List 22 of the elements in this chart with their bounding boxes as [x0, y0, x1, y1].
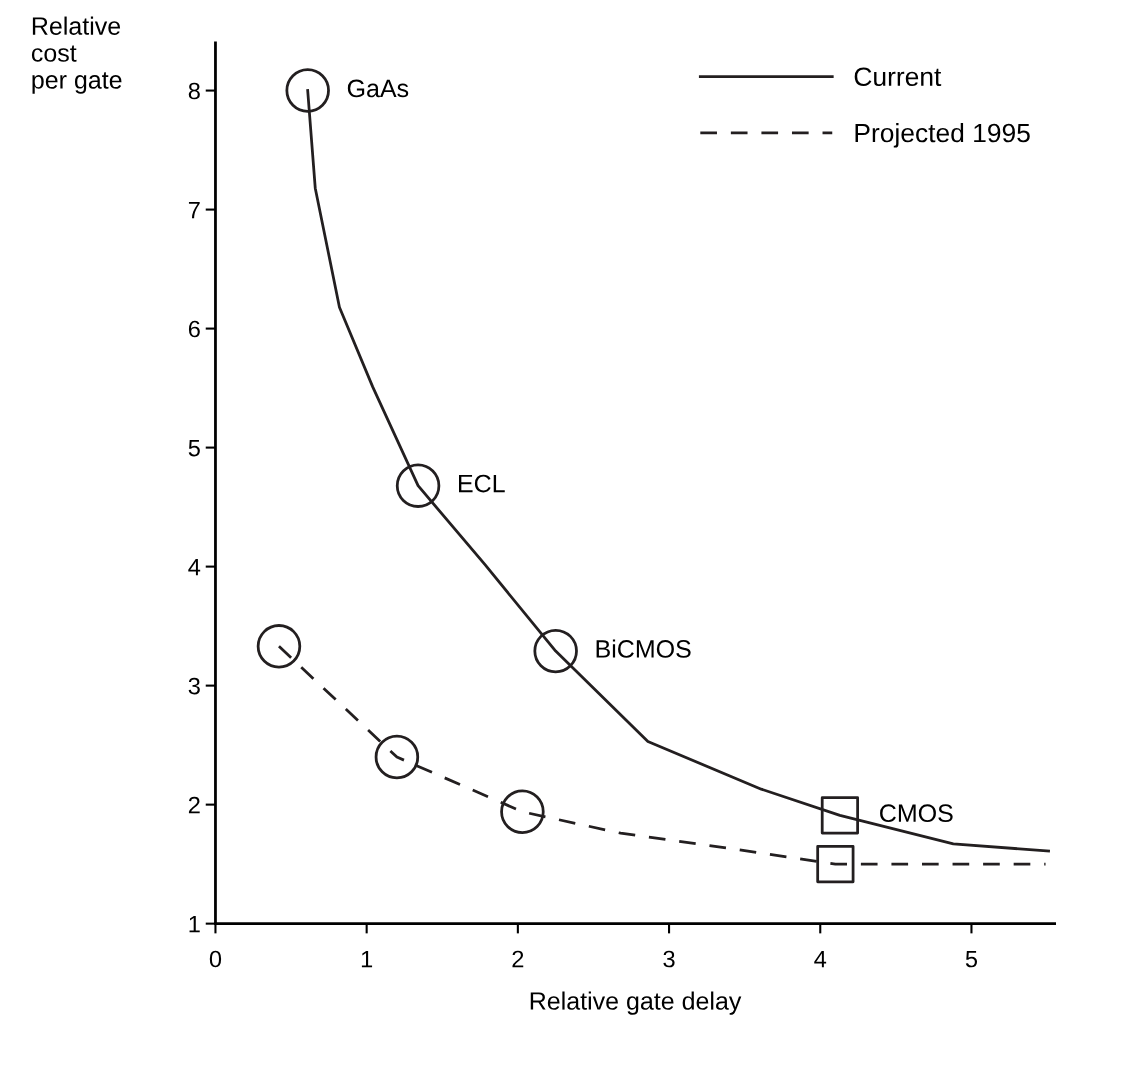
y-tick-label: 8 — [188, 82, 200, 100]
x-tick-label: 1 — [361, 950, 373, 968]
annotation: CMOS — [880, 804, 953, 823]
x-axis-title: Relative gate delay — [530, 991, 742, 1015]
y-tick-label: 4 — [188, 558, 201, 576]
annotation: GaAs — [347, 79, 409, 98]
legend-label: Current — [854, 67, 942, 87]
annotation: BiCMOS — [596, 639, 691, 658]
y-tick-label: 3 — [188, 677, 200, 695]
y-tick-label: 1 — [189, 915, 200, 933]
y-tick-label: 7 — [188, 201, 200, 219]
y-tick-label: 2 — [188, 796, 200, 814]
x-tick-label: 4 — [814, 950, 827, 968]
annotation: ECL — [459, 474, 505, 493]
y-axis-title: Relative cost per gate — [31, 16, 122, 94]
y-tick-label: 6 — [188, 320, 200, 338]
y-tick-label: 5 — [188, 439, 200, 457]
x-tick-label: 0 — [209, 950, 222, 968]
legend-label: Projected 1995 — [855, 122, 1030, 148]
x-tick-label: 3 — [663, 950, 675, 968]
x-tick-label: 5 — [965, 950, 978, 968]
x-tick-label: 2 — [512, 950, 524, 968]
